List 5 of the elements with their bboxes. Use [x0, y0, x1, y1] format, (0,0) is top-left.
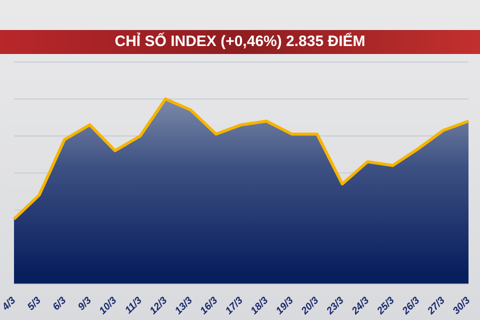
x-tick-label: 5/3 [26, 294, 44, 313]
x-tick-label: 6/3 [50, 294, 69, 313]
x-tick-label: 9/3 [76, 294, 94, 313]
x-tick-label: 4/3 [0, 294, 18, 314]
chart-title: CHỈ SỐ INDEX (+0,46%) 2.835 ĐIỂM [0, 30, 480, 54]
